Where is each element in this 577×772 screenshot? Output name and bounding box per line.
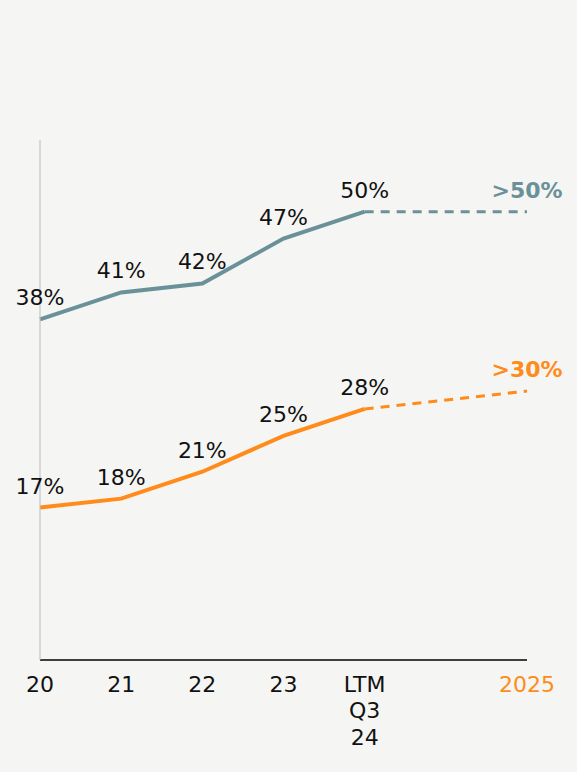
svg-text:28%: 28%: [340, 375, 389, 400]
svg-text:20: 20: [26, 672, 54, 697]
svg-text:21: 21: [107, 672, 135, 697]
svg-text:25%: 25%: [259, 402, 308, 427]
svg-text:18%: 18%: [97, 465, 146, 490]
svg-text:23: 23: [270, 672, 298, 697]
svg-text:42%: 42%: [178, 249, 227, 274]
svg-text:>50%: >50%: [491, 178, 562, 203]
svg-text:17%: 17%: [16, 474, 65, 499]
svg-text:38%: 38%: [16, 285, 65, 310]
svg-text:21%: 21%: [178, 438, 227, 463]
svg-text:47%: 47%: [259, 205, 308, 230]
svg-text:LTMQ324: LTMQ324: [344, 672, 386, 750]
svg-text:50%: 50%: [340, 178, 389, 203]
svg-text:22: 22: [188, 672, 216, 697]
svg-text:2025: 2025: [499, 672, 555, 697]
svg-text:41%: 41%: [97, 258, 146, 283]
svg-text:>30%: >30%: [491, 357, 562, 382]
